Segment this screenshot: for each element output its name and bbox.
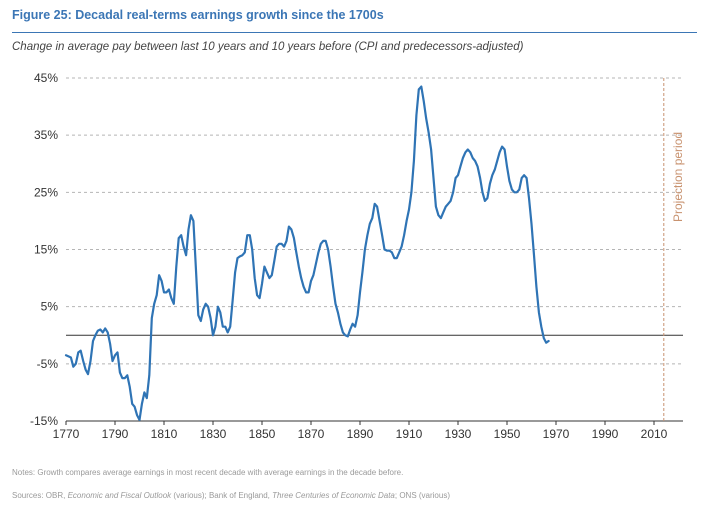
x-tick-label: 1950 bbox=[494, 427, 521, 441]
title-divider bbox=[12, 32, 697, 33]
sources-part: (various); Bank of England, bbox=[171, 491, 273, 500]
y-tick-label: 35% bbox=[34, 128, 58, 142]
notes-text: Notes: Growth compares average earnings … bbox=[12, 468, 404, 477]
y-tick-label: -15% bbox=[30, 414, 58, 428]
x-tick-label: 1930 bbox=[445, 427, 472, 441]
x-axis-ticks: 1770 1790 1810 1830 1850 1870 1890 1910 1930 1950… bbox=[53, 421, 668, 441]
x-tick-label: 1970 bbox=[543, 427, 570, 441]
sources-text: Sources: OBR, Economic and Fiscal Outloo… bbox=[12, 491, 450, 500]
x-tick-label: 1810 bbox=[151, 427, 178, 441]
y-tick-label: 45% bbox=[34, 71, 58, 85]
x-tick-label: 1790 bbox=[102, 427, 129, 441]
figure-subtitle: Change in average pay between last 10 ye… bbox=[12, 41, 524, 53]
sources-part: Sources: OBR, bbox=[12, 491, 68, 500]
y-axis-ticks: -15% -5% 5% 15% 25% 35% 45% bbox=[30, 71, 58, 428]
x-tick-label: 1770 bbox=[53, 427, 80, 441]
figure-title: Figure 25: Decadal real-terms earnings g… bbox=[12, 8, 384, 22]
sources-part: ; ONS (various) bbox=[394, 491, 450, 500]
x-tick-label: 1830 bbox=[200, 427, 227, 441]
x-tick-label: 1850 bbox=[249, 427, 276, 441]
x-tick-label: 2010 bbox=[641, 427, 668, 441]
x-tick-label: 1890 bbox=[347, 427, 374, 441]
sources-part: Three Centuries of Economic Data bbox=[272, 491, 395, 500]
x-tick-label: 1910 bbox=[396, 427, 423, 441]
sources-part: Economic and Fiscal Outlook bbox=[67, 491, 172, 500]
projection-period-label: Projection period bbox=[671, 132, 685, 222]
x-tick-label: 1870 bbox=[298, 427, 325, 441]
y-tick-label: 25% bbox=[34, 185, 58, 199]
y-tick-label: 5% bbox=[41, 300, 59, 314]
earnings-growth-line bbox=[64, 85, 550, 421]
y-tick-label: -5% bbox=[37, 357, 59, 371]
gridlines bbox=[66, 77, 683, 365]
x-tick-label: 1990 bbox=[592, 427, 619, 441]
y-tick-label: 15% bbox=[34, 243, 58, 257]
